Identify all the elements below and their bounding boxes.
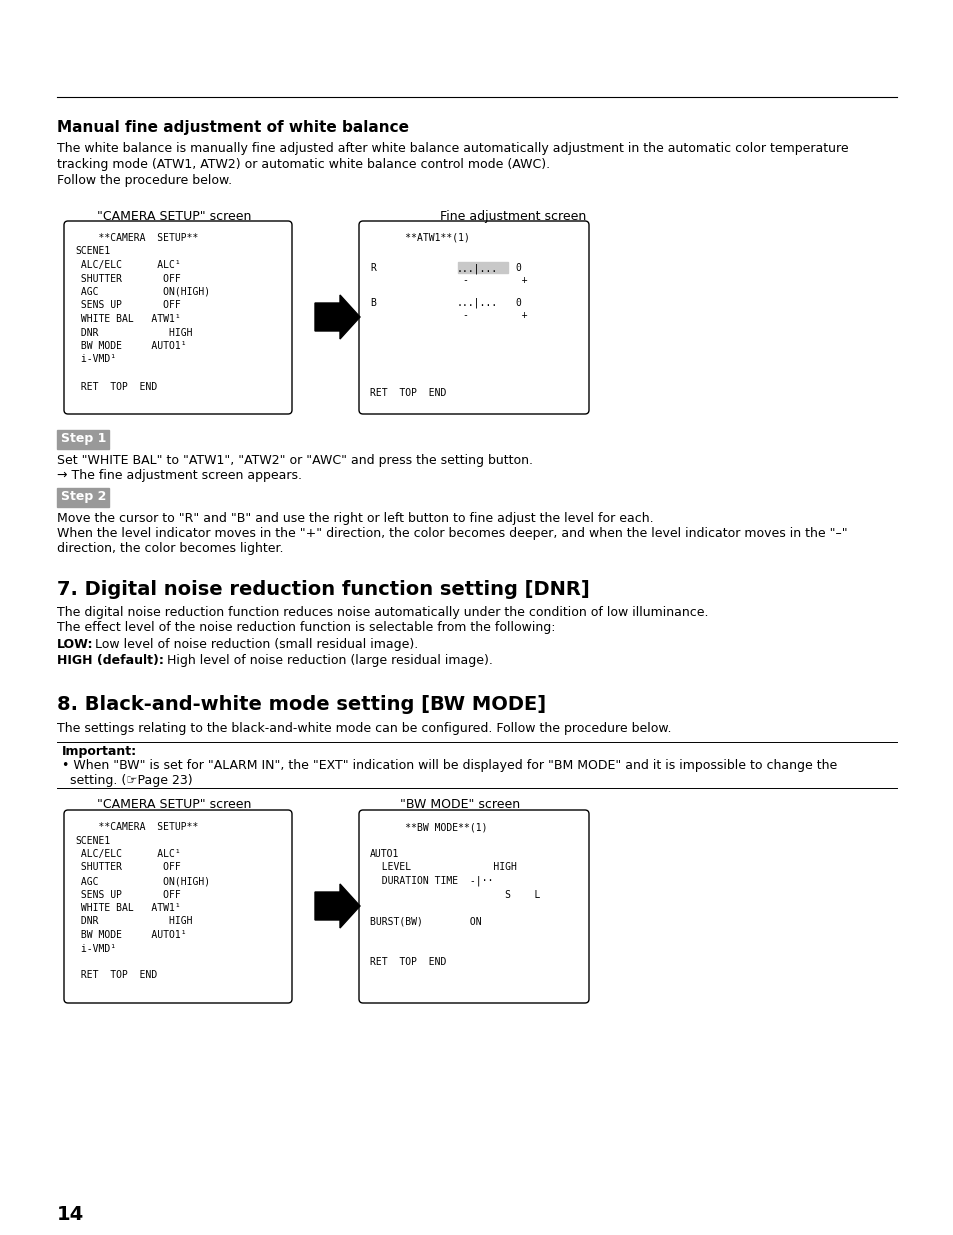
Text: R: R	[370, 263, 375, 273]
Text: SHUTTER       OFF: SHUTTER OFF	[75, 862, 180, 872]
Text: -         +: - +	[462, 275, 527, 285]
Text: ...|...: ...|...	[456, 263, 497, 273]
Text: LEVEL              HIGH: LEVEL HIGH	[370, 862, 517, 872]
Text: → The fine adjustment screen appears.: → The fine adjustment screen appears.	[57, 469, 302, 482]
Text: Important:: Important:	[62, 745, 137, 758]
Text: RET  TOP  END: RET TOP END	[370, 388, 446, 398]
Text: SCENE1: SCENE1	[75, 836, 111, 846]
Text: ALC/ELC      ALC¹: ALC/ELC ALC¹	[75, 261, 180, 270]
Text: SENS UP       OFF: SENS UP OFF	[75, 889, 180, 899]
Text: RET  TOP  END: RET TOP END	[75, 971, 157, 981]
Bar	[57, 488, 109, 508]
Text: **BW MODE**(1): **BW MODE**(1)	[370, 823, 487, 832]
Text: HIGH (default):: HIGH (default):	[57, 655, 164, 667]
Text: DNR            HIGH: DNR HIGH	[75, 327, 193, 337]
Text: RET  TOP  END: RET TOP END	[370, 957, 446, 967]
Text: BURST(BW)        ON: BURST(BW) ON	[370, 916, 481, 926]
Text: "CAMERA SETUP" screen: "CAMERA SETUP" screen	[97, 210, 251, 224]
Text: SENS UP       OFF: SENS UP OFF	[75, 300, 180, 310]
Text: "CAMERA SETUP" screen: "CAMERA SETUP" screen	[97, 798, 251, 811]
Text: The settings relating to the black-and-white mode can be configured. Follow the : The settings relating to the black-and-w…	[57, 722, 671, 735]
Text: i-VMD¹: i-VMD¹	[75, 354, 116, 364]
Text: SCENE1: SCENE1	[75, 247, 111, 257]
Text: AGC           ON(HIGH): AGC ON(HIGH)	[75, 287, 210, 296]
Text: tracking mode (ATW1, ATW2) or automatic white balance control mode (AWC).: tracking mode (ATW1, ATW2) or automatic …	[57, 158, 550, 170]
Text: The effect level of the noise reduction function is selectable from the followin: The effect level of the noise reduction …	[57, 621, 555, 634]
Text: -         +: - +	[462, 310, 527, 320]
Text: DURATION TIME  -|··: DURATION TIME -|··	[370, 876, 493, 887]
Text: AGC           ON(HIGH): AGC ON(HIGH)	[75, 876, 210, 885]
Text: LOW:: LOW:	[57, 638, 93, 651]
Text: 7. Digital noise reduction function setting [DNR]: 7. Digital noise reduction function sett…	[57, 580, 589, 599]
Text: AUTO1: AUTO1	[370, 848, 399, 860]
Polygon shape	[314, 295, 359, 338]
Text: Fine adjustment screen: Fine adjustment screen	[439, 210, 586, 224]
Text: BW MODE     AUTO1¹: BW MODE AUTO1¹	[75, 341, 187, 351]
Text: Low level of noise reduction (small residual image).: Low level of noise reduction (small resi…	[91, 638, 417, 651]
Text: WHITE BAL   ATW1¹: WHITE BAL ATW1¹	[75, 314, 180, 324]
Text: Step 1: Step 1	[61, 432, 107, 445]
Polygon shape	[314, 884, 359, 927]
Text: 14: 14	[57, 1205, 84, 1224]
Text: **CAMERA  SETUP**: **CAMERA SETUP**	[75, 823, 198, 832]
Text: i-VMD¹: i-VMD¹	[75, 944, 116, 953]
Text: SHUTTER       OFF: SHUTTER OFF	[75, 273, 180, 284]
Text: S    L: S L	[370, 889, 539, 899]
Text: WHITE BAL   ATW1¹: WHITE BAL ATW1¹	[75, 903, 180, 913]
Text: 8. Black-and-white mode setting [BW MODE]: 8. Black-and-white mode setting [BW MODE…	[57, 695, 545, 714]
Text: Set "WHITE BAL" to "ATW1", "ATW2" or "AWC" and press the setting button.: Set "WHITE BAL" to "ATW1", "ATW2" or "AW…	[57, 454, 533, 467]
Text: "BW MODE" screen: "BW MODE" screen	[399, 798, 519, 811]
Text: RET  TOP  END: RET TOP END	[75, 382, 157, 391]
Text: ALC/ELC      ALC¹: ALC/ELC ALC¹	[75, 848, 180, 860]
FancyBboxPatch shape	[358, 221, 588, 414]
FancyBboxPatch shape	[64, 221, 292, 414]
Text: DNR            HIGH: DNR HIGH	[75, 916, 193, 926]
Bar	[457, 262, 507, 273]
Text: Step 2: Step 2	[61, 490, 107, 503]
FancyBboxPatch shape	[358, 810, 588, 1003]
Text: **ATW1**(1): **ATW1**(1)	[370, 233, 470, 243]
Text: The digital noise reduction function reduces noise automatically under the condi: The digital noise reduction function red…	[57, 606, 708, 619]
Text: When the level indicator moves in the "+" direction, the color becomes deeper, a: When the level indicator moves in the "+…	[57, 527, 846, 540]
Text: High level of noise reduction (large residual image).: High level of noise reduction (large res…	[163, 655, 493, 667]
Text: BW MODE     AUTO1¹: BW MODE AUTO1¹	[75, 930, 187, 940]
Text: direction, the color becomes lighter.: direction, the color becomes lighter.	[57, 542, 283, 555]
Text: 0: 0	[515, 263, 520, 273]
Text: ...|...: ...|...	[456, 298, 497, 309]
Text: Follow the procedure below.: Follow the procedure below.	[57, 174, 232, 186]
Text: B: B	[370, 298, 375, 308]
FancyBboxPatch shape	[64, 810, 292, 1003]
Bar	[57, 430, 109, 450]
Text: • When "BW" is set for "ALARM IN", the "EXT" indication will be displayed for "B: • When "BW" is set for "ALARM IN", the "…	[62, 760, 837, 772]
Text: **CAMERA  SETUP**: **CAMERA SETUP**	[75, 233, 198, 243]
Text: Move the cursor to "R" and "B" and use the right or left button to fine adjust t: Move the cursor to "R" and "B" and use t…	[57, 513, 653, 525]
Text: Manual fine adjustment of white balance: Manual fine adjustment of white balance	[57, 120, 409, 135]
Text: 0: 0	[515, 298, 520, 308]
Text: setting. (☞Page 23): setting. (☞Page 23)	[62, 774, 193, 787]
Text: The white balance is manually fine adjusted after white balance automatically ad: The white balance is manually fine adjus…	[57, 142, 848, 156]
